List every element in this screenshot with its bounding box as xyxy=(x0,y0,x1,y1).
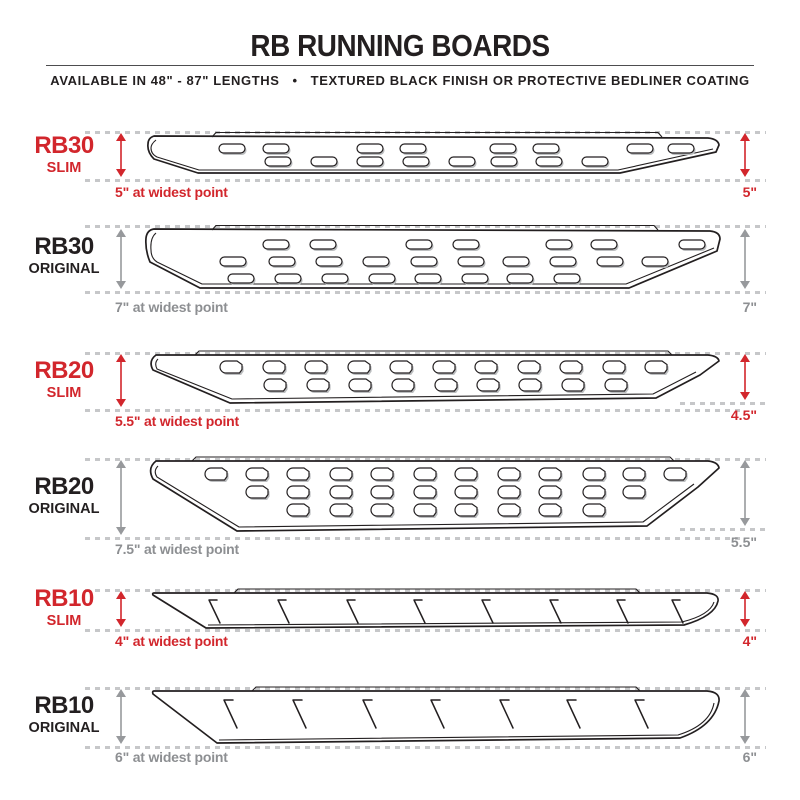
header-divider xyxy=(46,65,754,66)
width-caption: 7.5" at widest point xyxy=(115,541,239,557)
dashed-guide-top xyxy=(85,458,766,461)
dashed-guide-bottom xyxy=(85,409,740,412)
subtitle-bullet-icon: • xyxy=(292,73,298,88)
product-row-rb20-slim: RB20 SLIM 5.5" at widest point 4.5" xyxy=(0,348,800,429)
board-drawing-rb10-slim xyxy=(151,588,719,629)
product-label: RB10 ORIGINAL xyxy=(18,694,110,736)
subtitle-finish: TEXTURED BLACK FINISH OR PROTECTIVE BEDL… xyxy=(310,73,750,88)
board-drawing-rb20-original xyxy=(149,456,720,532)
product-label: RB10 SLIM xyxy=(18,587,110,629)
product-row-rb10-original: RB10 ORIGINAL 6" at widest point 6" xyxy=(0,683,800,765)
dimension-arrow-right-icon xyxy=(740,354,750,400)
model-name: RB20 xyxy=(34,473,94,500)
dimension-arrow-left-icon xyxy=(116,591,126,627)
dashed-guide-top xyxy=(85,687,766,690)
product-row-rb10-slim: RB10 SLIM 4" at widest point 4" xyxy=(0,585,800,649)
variant-name: SLIM xyxy=(46,613,82,629)
dashed-guide-bottom-right xyxy=(680,528,766,531)
model-name: RB10 xyxy=(34,692,94,719)
width-caption: 5.5" at widest point xyxy=(115,413,239,429)
product-label: RB30 ORIGINAL xyxy=(18,235,110,277)
dimension-arrow-right-icon xyxy=(740,689,750,744)
dashed-guide-bottom xyxy=(85,537,740,540)
width-caption: 6" at widest point xyxy=(115,749,228,765)
dimension-arrow-right-icon xyxy=(740,591,750,627)
page-title: RB RUNNING BOARDS xyxy=(250,28,550,63)
dashed-guide-bottom xyxy=(85,746,766,749)
dashed-guide-top xyxy=(85,225,766,228)
dimension-arrow-left-icon xyxy=(116,354,126,407)
dashed-guide-bottom xyxy=(85,291,766,294)
board-drawing-rb30-slim xyxy=(147,131,720,174)
dashed-guide-bottom xyxy=(85,179,766,182)
width-caption: 5" at widest point xyxy=(115,184,228,200)
variant-name: ORIGINAL xyxy=(28,501,100,517)
dimension-arrow-right-icon xyxy=(740,133,750,177)
board-drawing-rb20-slim xyxy=(150,350,720,404)
subtitle-lengths: AVAILABLE IN 48" - 87" LENGTHS xyxy=(50,73,280,88)
width-caption: 7" at widest point xyxy=(115,299,228,315)
dimension-arrow-left-icon xyxy=(116,460,126,535)
dashed-guide-top xyxy=(85,589,766,592)
dimension-arrow-left-icon xyxy=(116,229,126,289)
height-caption: 5.5" xyxy=(730,534,757,550)
variant-name: ORIGINAL xyxy=(28,261,100,277)
product-label: RB20 ORIGINAL xyxy=(18,475,110,517)
product-row-rb30-original: RB30 ORIGINAL 7" at widest point 7" xyxy=(0,222,800,315)
product-label: RB30 SLIM xyxy=(18,134,110,176)
dimension-arrow-left-icon xyxy=(116,689,126,744)
variant-name: SLIM xyxy=(46,160,82,176)
variant-name: ORIGINAL xyxy=(28,720,100,736)
dashed-guide-bottom xyxy=(85,629,766,632)
height-caption: 5" xyxy=(742,184,757,200)
product-row-rb20-original: RB20 ORIGINAL 7.5" at widest point 5.5" xyxy=(0,454,800,557)
variant-name: SLIM xyxy=(46,385,82,401)
dimension-arrow-left-icon xyxy=(116,133,126,177)
dimension-arrow-right-icon xyxy=(740,460,750,526)
dimension-arrow-right-icon xyxy=(740,229,750,289)
product-label: RB20 SLIM xyxy=(18,359,110,401)
model-name: RB10 xyxy=(34,585,94,612)
product-row-rb30-slim: RB30 SLIM 5" at widest point 5" xyxy=(0,128,800,200)
dashed-guide-top xyxy=(85,352,766,355)
height-caption: 4.5" xyxy=(730,407,757,423)
height-caption: 4" xyxy=(742,633,757,649)
height-caption: 6" xyxy=(742,749,757,765)
subtitle: AVAILABLE IN 48" - 87" LENGTHS • TEXTURE… xyxy=(0,73,800,88)
board-drawing-rb10-original xyxy=(151,686,720,744)
model-name: RB20 xyxy=(34,357,94,384)
model-name: RB30 xyxy=(34,233,94,260)
width-caption: 4" at widest point xyxy=(115,633,228,649)
board-drawing-rb30-original xyxy=(144,224,721,289)
dashed-guide-bottom-right xyxy=(680,402,766,405)
height-caption: 7" xyxy=(742,299,757,315)
model-name: RB30 xyxy=(34,132,94,159)
